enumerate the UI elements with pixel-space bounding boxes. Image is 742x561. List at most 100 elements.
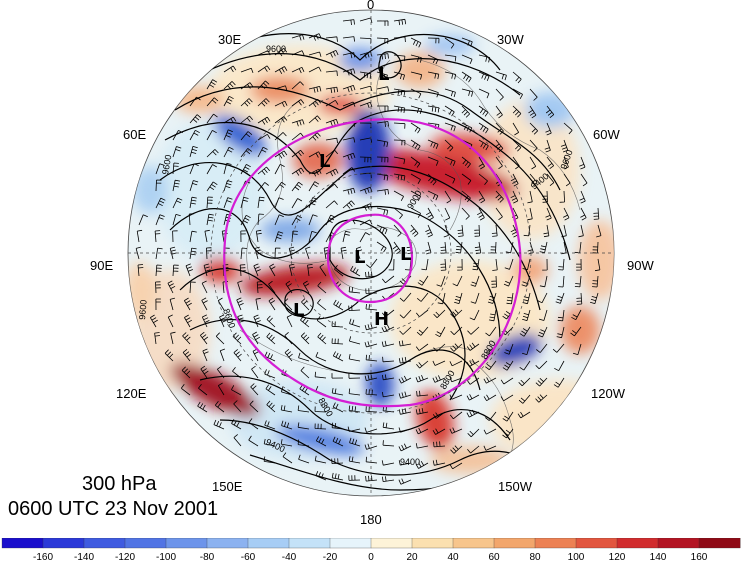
- wind-barb: [291, 119, 305, 127]
- wind-barb: [274, 116, 288, 124]
- wind-barb: [579, 156, 586, 170]
- wind-barb: [281, 386, 293, 396]
- wind-barb: [285, 280, 293, 294]
- wind-barb: [398, 427, 412, 433]
- wind-barb: [449, 394, 463, 400]
- wind-barb: [172, 230, 178, 243]
- wind-barb: [219, 314, 227, 328]
- wind-barb: [223, 65, 237, 73]
- wind-barb: [214, 401, 225, 413]
- wind-barb: [558, 258, 565, 271]
- wind-barb: [155, 163, 165, 175]
- wind-barb: [300, 315, 310, 328]
- wind-barb: [340, 246, 347, 260]
- wind-barb: [393, 105, 406, 113]
- wind-barb: [388, 258, 395, 271]
- wind-barb: [536, 343, 548, 353]
- colorbar-tick-label: 40: [447, 552, 459, 561]
- wind-barb: [449, 411, 463, 420]
- wind-barb: [206, 113, 218, 124]
- wind-barb: [504, 343, 514, 355]
- wind-barb: [266, 332, 276, 345]
- wind-barb: [381, 340, 395, 347]
- wind-barb: [393, 18, 407, 26]
- wind-barb: [206, 130, 217, 141]
- wind-barb: [223, 81, 236, 90]
- wind-barb: [425, 207, 434, 221]
- wind-barb: [342, 36, 355, 42]
- wind-barb: [444, 156, 456, 166]
- wind-barb: [365, 456, 378, 464]
- wind-barb: [257, 196, 265, 209]
- wind-barb: [381, 309, 395, 318]
- wind-barb: [233, 400, 242, 413]
- wind-barb: [376, 71, 388, 81]
- colorbar-tick-label: -160: [33, 552, 53, 561]
- wind-barb: [217, 297, 225, 311]
- wind-barb: [291, 50, 305, 56]
- wind-barb: [478, 105, 489, 117]
- wind-barb: [325, 99, 339, 107]
- wind-barb: [537, 292, 548, 304]
- wind-barb: [232, 367, 242, 379]
- wind-barb: [490, 241, 497, 254]
- low-center-marker: L: [354, 247, 365, 268]
- wind-barb: [522, 309, 531, 321]
- wind-barb: [512, 156, 520, 170]
- wind-barb: [359, 71, 372, 79]
- wind-barb: [491, 224, 498, 237]
- wind-barb: [376, 173, 389, 181]
- wind-barb: [308, 66, 322, 73]
- wind-barb: [416, 390, 429, 397]
- wind-barb: [239, 264, 246, 277]
- wind-barb: [410, 122, 421, 134]
- wind-barb: [427, 190, 439, 201]
- wind-barb: [231, 418, 242, 430]
- pressure-level-label: 300 hPa: [82, 473, 157, 495]
- wind-barb: [427, 173, 437, 186]
- wind-barb: [268, 280, 276, 294]
- wind-barb: [576, 292, 583, 305]
- wind-barb: [240, 115, 254, 124]
- wind-barb: [206, 149, 219, 158]
- wind-barb: [382, 374, 395, 381]
- wind-barb: [376, 224, 388, 235]
- wind-barb: [399, 292, 412, 302]
- wind-barb: [223, 95, 234, 107]
- wind-barb: [331, 422, 344, 430]
- wind-barb: [529, 139, 538, 152]
- wind-barb: [578, 224, 584, 238]
- wind-barb: [308, 214, 318, 226]
- wind-barb: [542, 190, 548, 203]
- wind-barb: [236, 297, 244, 311]
- wind-barb: [172, 264, 179, 277]
- wind-barb: [366, 258, 378, 269]
- wind-barb: [415, 374, 429, 383]
- wind-barb: [483, 445, 497, 451]
- wind-barb: [257, 116, 271, 125]
- wind-barb: [596, 224, 602, 238]
- wind-barb: [359, 203, 373, 211]
- wind-barb: [392, 241, 401, 255]
- wind-barb: [376, 121, 389, 127]
- wind-barb: [519, 360, 531, 371]
- wind-barb: [274, 163, 285, 175]
- wind-barb: [342, 52, 356, 59]
- wind-barb: [291, 66, 305, 74]
- wind-barb: [274, 132, 287, 141]
- wind-barb: [182, 332, 191, 345]
- wind-barb: [169, 297, 176, 311]
- wind-barb: [197, 401, 208, 413]
- wind-barb: [444, 54, 457, 62]
- wind-barb: [376, 86, 390, 92]
- wind-barb: [183, 297, 192, 311]
- wind-barb: [199, 331, 209, 345]
- wind-barb: [393, 54, 406, 62]
- wind-barb: [331, 458, 344, 464]
- colorbar-box: [534, 538, 577, 549]
- wind-barb: [342, 68, 356, 76]
- low-center-marker: L: [293, 300, 304, 321]
- wind-barb: [250, 383, 259, 396]
- wind-barb: [331, 388, 344, 396]
- wind-barb: [410, 156, 421, 168]
